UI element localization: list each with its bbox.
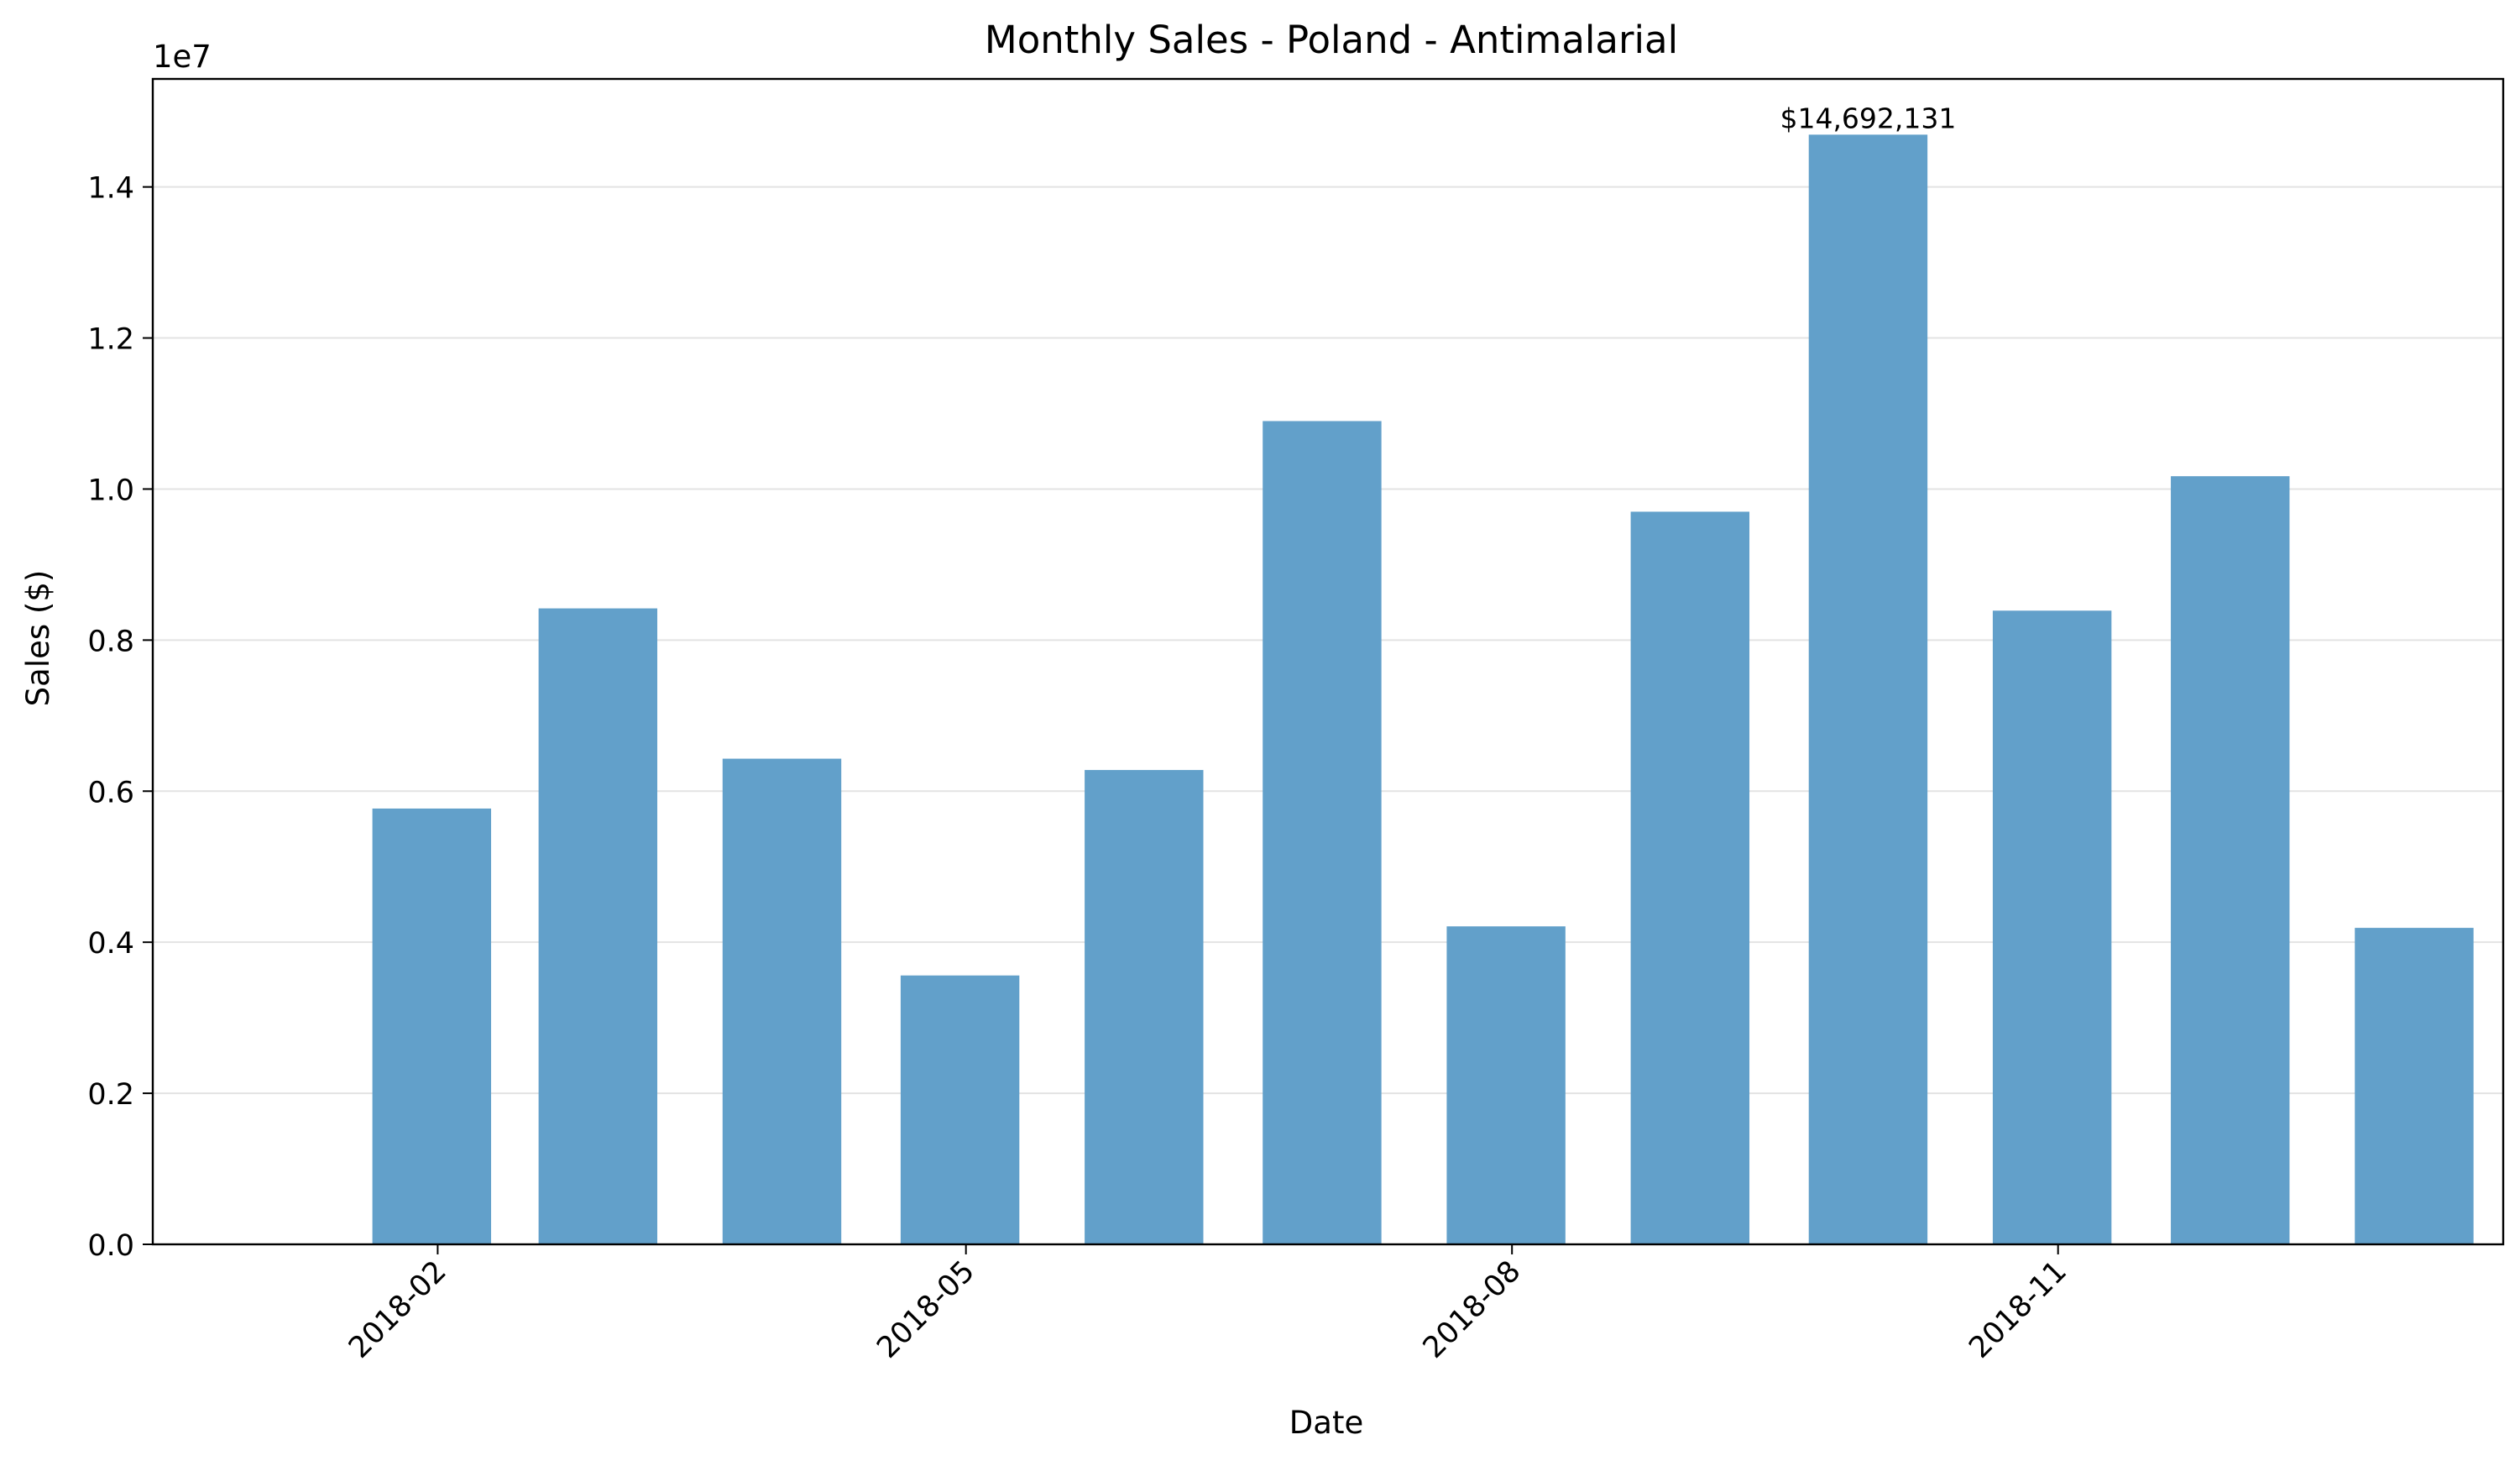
- chart-title: Monthly Sales - Poland - Antimalarial: [985, 18, 1678, 62]
- y-tick-label: 0.4: [87, 927, 134, 961]
- y-axis-ticks: 0.0 0.2 0.4 0.6 0.8 1.0 1.2 1.4: [87, 172, 153, 1263]
- y-tick-label: 1.2: [87, 323, 134, 357]
- y-tick-label: 0.0: [87, 1229, 134, 1263]
- plot-frame: [151, 77, 2505, 1246]
- peak-value-label: $14,692,131: [1780, 102, 1956, 134]
- bar: [900, 975, 1020, 1244]
- y-tick-label: 1.4: [87, 172, 134, 206]
- bar: [1992, 610, 2112, 1244]
- y-tick-label: 0.8: [87, 625, 134, 658]
- bar: [1263, 421, 1382, 1244]
- bar: [2171, 476, 2290, 1244]
- bar: [538, 608, 658, 1244]
- bar: [2355, 928, 2474, 1244]
- y-tick-label: 1.0: [87, 474, 134, 507]
- bar: [1630, 511, 1750, 1244]
- bar: [722, 758, 842, 1244]
- x-axis-label: Date: [1289, 1405, 1363, 1441]
- y-tick-label: 0.6: [87, 776, 134, 809]
- y-axis-scale-label: 1e7: [153, 39, 212, 75]
- y-tick-label: 0.2: [87, 1078, 134, 1112]
- bar: [1085, 770, 1204, 1244]
- bar: [372, 808, 492, 1244]
- bar: [1808, 134, 1928, 1244]
- bars: [372, 134, 2474, 1244]
- y-axis-label: Sales ($): [20, 570, 56, 707]
- bar: [1446, 926, 1566, 1244]
